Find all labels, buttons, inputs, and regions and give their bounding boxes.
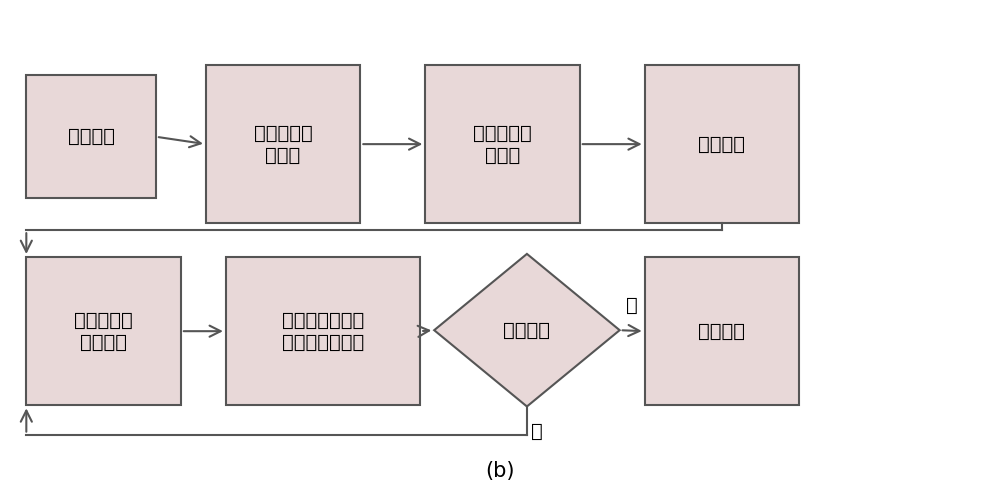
Text: 建立主动形
状模型: 建立主动形 状模型 — [254, 124, 312, 165]
FancyBboxPatch shape — [226, 257, 420, 405]
Text: 目标形状: 目标形状 — [698, 322, 745, 341]
Text: 对当前图像
进行匹配: 对当前图像 进行匹配 — [74, 311, 133, 351]
Text: 是: 是 — [626, 296, 638, 315]
FancyBboxPatch shape — [645, 257, 799, 405]
Text: 根据灰度模型调
整形状姿态参数: 根据灰度模型调 整形状姿态参数 — [282, 311, 364, 351]
FancyBboxPatch shape — [645, 65, 799, 223]
Text: (b): (b) — [485, 461, 515, 482]
FancyBboxPatch shape — [425, 65, 580, 223]
Text: 训练样本: 训练样本 — [68, 127, 115, 146]
Text: 否: 否 — [531, 422, 543, 441]
Text: 建立局部灰
度模型: 建立局部灰 度模型 — [473, 124, 532, 165]
FancyBboxPatch shape — [206, 65, 360, 223]
Polygon shape — [434, 254, 620, 406]
Text: 是否收敛: 是否收敛 — [503, 321, 550, 340]
FancyBboxPatch shape — [26, 75, 156, 198]
FancyBboxPatch shape — [26, 257, 181, 405]
Text: 初始形状: 初始形状 — [698, 135, 745, 153]
